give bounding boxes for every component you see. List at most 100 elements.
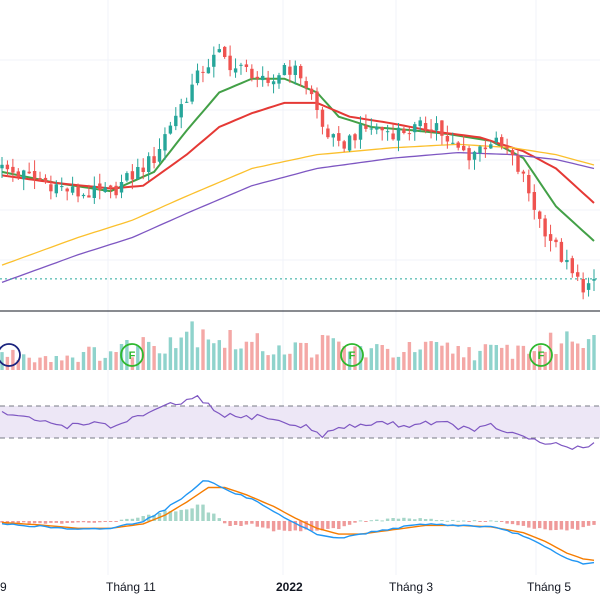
candle[interactable] bbox=[255, 71, 259, 88]
candle[interactable] bbox=[239, 62, 243, 75]
candle[interactable] bbox=[195, 63, 200, 86]
candle[interactable] bbox=[380, 126, 384, 141]
candle[interactable] bbox=[288, 60, 292, 83]
volume-signal-marker[interactable] bbox=[0, 343, 21, 367]
candle[interactable] bbox=[565, 249, 569, 270]
candle[interactable] bbox=[320, 106, 325, 135]
candle[interactable] bbox=[190, 73, 194, 105]
candle[interactable] bbox=[185, 97, 189, 104]
candle[interactable] bbox=[391, 123, 395, 141]
candle[interactable] bbox=[206, 58, 211, 74]
candle[interactable] bbox=[407, 127, 412, 141]
candle[interactable] bbox=[81, 193, 86, 199]
candle[interactable] bbox=[364, 114, 368, 132]
candle[interactable] bbox=[456, 141, 460, 151]
candle[interactable] bbox=[223, 45, 227, 59]
candle[interactable] bbox=[559, 238, 564, 263]
candle[interactable] bbox=[413, 121, 417, 141]
candle[interactable] bbox=[483, 140, 488, 158]
candle[interactable] bbox=[462, 135, 466, 152]
candle[interactable] bbox=[521, 169, 526, 183]
candle[interactable] bbox=[174, 107, 178, 131]
candle[interactable] bbox=[467, 145, 471, 170]
candle[interactable] bbox=[331, 133, 335, 147]
candle[interactable] bbox=[87, 184, 91, 198]
candle[interactable] bbox=[282, 63, 287, 76]
candle[interactable] bbox=[510, 148, 515, 166]
candle[interactable] bbox=[505, 138, 509, 155]
candle[interactable] bbox=[65, 187, 69, 201]
candle[interactable] bbox=[130, 164, 135, 190]
candle[interactable] bbox=[22, 169, 26, 191]
candle[interactable] bbox=[423, 116, 428, 134]
candle[interactable] bbox=[32, 160, 37, 190]
candle[interactable] bbox=[369, 118, 373, 135]
candle[interactable] bbox=[212, 46, 216, 78]
candle[interactable] bbox=[43, 174, 48, 184]
candle[interactable] bbox=[228, 45, 232, 77]
candle[interactable] bbox=[315, 87, 319, 119]
candle[interactable] bbox=[277, 72, 281, 89]
candle[interactable] bbox=[342, 139, 346, 153]
candle[interactable] bbox=[49, 175, 53, 200]
candle[interactable] bbox=[157, 138, 162, 164]
candle[interactable] bbox=[266, 70, 270, 87]
candle[interactable] bbox=[250, 64, 254, 82]
candle[interactable] bbox=[108, 184, 113, 199]
candle[interactable] bbox=[576, 264, 580, 282]
candle[interactable] bbox=[586, 277, 591, 297]
candle[interactable] bbox=[358, 116, 363, 149]
candle[interactable] bbox=[402, 126, 406, 135]
candle[interactable] bbox=[60, 177, 64, 191]
candle[interactable] bbox=[500, 134, 504, 150]
candle[interactable] bbox=[152, 146, 156, 169]
candle[interactable] bbox=[201, 65, 205, 83]
candle[interactable] bbox=[516, 150, 520, 175]
candle[interactable] bbox=[147, 152, 151, 181]
candle[interactable] bbox=[92, 176, 96, 204]
candle[interactable] bbox=[451, 132, 455, 145]
candle[interactable] bbox=[543, 214, 547, 248]
candle[interactable] bbox=[418, 116, 422, 133]
candle[interactable] bbox=[299, 64, 303, 87]
volume-signal-marker[interactable]: F bbox=[529, 343, 553, 367]
candle[interactable] bbox=[581, 272, 585, 300]
candle[interactable] bbox=[76, 183, 80, 203]
candle[interactable] bbox=[16, 168, 20, 180]
candle[interactable] bbox=[347, 134, 352, 152]
candle[interactable] bbox=[233, 58, 238, 78]
candle[interactable] bbox=[429, 119, 433, 139]
candle[interactable] bbox=[489, 141, 493, 150]
candle[interactable] bbox=[375, 123, 379, 135]
candle-layer[interactable] bbox=[0, 43, 596, 300]
candle[interactable] bbox=[304, 76, 308, 95]
candle[interactable] bbox=[141, 158, 145, 180]
candle[interactable] bbox=[27, 162, 31, 174]
candle[interactable] bbox=[244, 59, 249, 73]
candle[interactable] bbox=[114, 181, 118, 199]
candle[interactable] bbox=[54, 180, 58, 198]
candle[interactable] bbox=[168, 121, 173, 135]
candle[interactable] bbox=[11, 158, 15, 182]
volume-signal-marker[interactable]: F bbox=[120, 343, 144, 367]
candle[interactable] bbox=[548, 224, 553, 252]
candle[interactable] bbox=[125, 171, 129, 183]
candle[interactable] bbox=[434, 116, 439, 141]
candle[interactable] bbox=[494, 131, 498, 145]
candle[interactable] bbox=[38, 171, 42, 181]
candle[interactable] bbox=[163, 127, 167, 160]
candle[interactable] bbox=[396, 123, 401, 152]
candle[interactable] bbox=[98, 173, 102, 200]
candle[interactable] bbox=[326, 124, 330, 139]
candle[interactable] bbox=[592, 269, 596, 291]
candle[interactable] bbox=[570, 255, 574, 278]
candle[interactable] bbox=[527, 169, 531, 202]
candle[interactable] bbox=[0, 156, 4, 179]
candle[interactable] bbox=[293, 60, 297, 85]
candle[interactable] bbox=[353, 132, 357, 149]
candle[interactable] bbox=[337, 126, 341, 147]
candle[interactable] bbox=[532, 184, 536, 220]
candle[interactable] bbox=[217, 43, 221, 53]
